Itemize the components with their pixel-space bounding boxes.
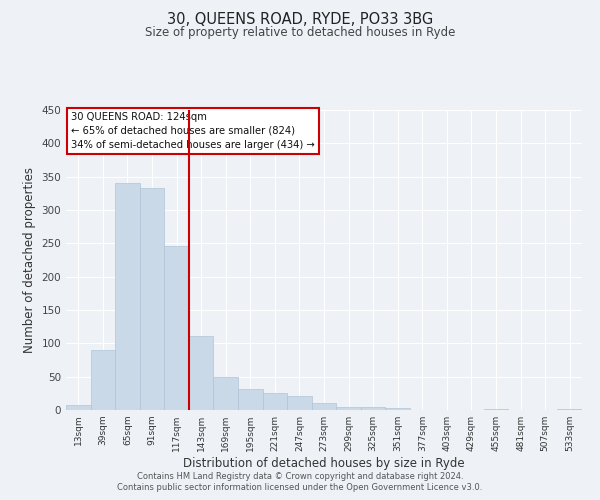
- Bar: [115, 184, 140, 410]
- Bar: [484, 408, 508, 410]
- Bar: [312, 404, 336, 410]
- Text: Contains public sector information licensed under the Open Government Licence v3: Contains public sector information licen…: [118, 484, 482, 492]
- Bar: [336, 406, 361, 410]
- Bar: [287, 396, 312, 410]
- Bar: [164, 246, 189, 410]
- Y-axis label: Number of detached properties: Number of detached properties: [23, 167, 36, 353]
- Bar: [238, 390, 263, 410]
- Bar: [214, 378, 238, 410]
- Text: Contains HM Land Registry data © Crown copyright and database right 2024.: Contains HM Land Registry data © Crown c…: [137, 472, 463, 481]
- Bar: [91, 350, 115, 410]
- Bar: [263, 394, 287, 410]
- Text: 30, QUEENS ROAD, RYDE, PO33 3BG: 30, QUEENS ROAD, RYDE, PO33 3BG: [167, 12, 433, 28]
- Bar: [361, 408, 385, 410]
- Bar: [66, 406, 91, 410]
- Bar: [385, 408, 410, 410]
- Bar: [189, 336, 214, 410]
- X-axis label: Distribution of detached houses by size in Ryde: Distribution of detached houses by size …: [183, 457, 465, 470]
- Bar: [140, 188, 164, 410]
- Text: Size of property relative to detached houses in Ryde: Size of property relative to detached ho…: [145, 26, 455, 39]
- Text: 30 QUEENS ROAD: 124sqm
← 65% of detached houses are smaller (824)
34% of semi-de: 30 QUEENS ROAD: 124sqm ← 65% of detached…: [71, 112, 315, 150]
